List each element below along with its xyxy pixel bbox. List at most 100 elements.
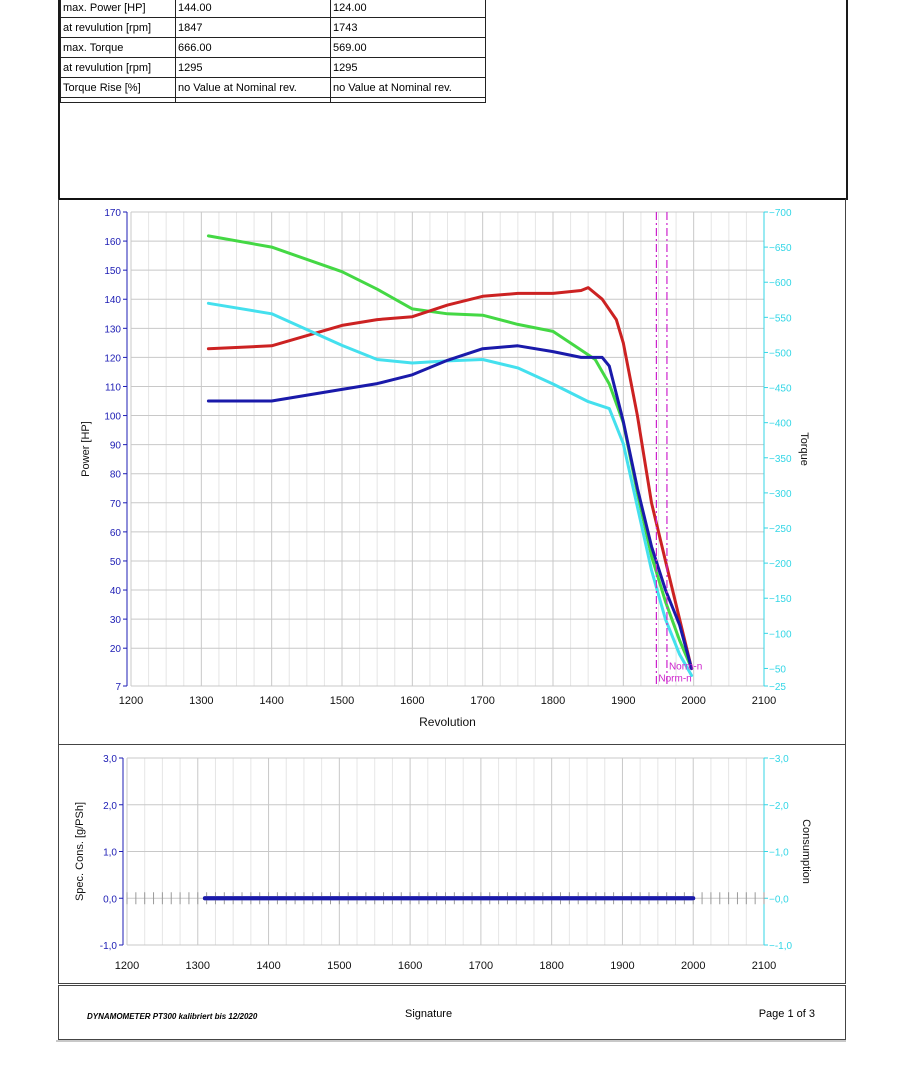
x-tick-label: 2100 (752, 960, 776, 972)
y-tick-label: 170 (104, 208, 121, 219)
stats-row-blank (60, 97, 486, 103)
stats-panel: max. Power [HP] 144.00 124.00 at revulution… (58, 0, 848, 200)
y2-tick-label: −450 (769, 384, 792, 395)
x-tick-label: 1600 (398, 960, 422, 972)
power-torque-chart: 1200 1300 1400 1500 1600 1700 1800 1900 2000 2100… (80, 208, 810, 729)
stats-value-cell: 1295 (330, 57, 486, 78)
y-tick-label: 150 (104, 266, 121, 277)
y-tick-label: 90 (110, 441, 122, 452)
x-tick-label: 1400 (259, 695, 283, 707)
x-tick-label: 1800 (539, 960, 563, 972)
x-tick-label: 1600 (400, 695, 424, 707)
x-tick-label: 1700 (470, 695, 494, 707)
y-tick-label: 1,0 (103, 848, 117, 859)
x-tick-label: 1200 (115, 960, 139, 972)
stats-row: at revulution [rpm] 1295 1295 (60, 57, 486, 78)
y2-tick-label: −500 (769, 348, 792, 359)
stats-value-cell: no Value at Nominal rev. (175, 77, 331, 98)
dynamometer-note: DYNAMOMETER PT300 kalibriert bis 12/2020 (87, 1012, 258, 1021)
nominal-rev-marker-label: Norm-n (669, 662, 702, 673)
y-tick-label: 140 (104, 295, 121, 306)
x-tick-label: 2000 (681, 695, 705, 707)
y2-tick-label: −350 (769, 454, 792, 465)
stats-blank-cell (330, 97, 486, 103)
y-tick-label: 120 (104, 353, 121, 364)
y-tick-label: 2,0 (103, 801, 117, 812)
y2-tick-label: −100 (769, 629, 792, 640)
stats-row: at revulution [rpm] 1847 1743 (60, 17, 486, 38)
page-number: Page 1 of 3 (758, 1008, 815, 1020)
stats-label-cell: Torque Rise [%] (60, 77, 176, 98)
y-tick-label: 60 (110, 528, 122, 539)
stats-label-cell: max. Power [HP] (60, 0, 176, 18)
stats-value-cell: 666.00 (175, 37, 331, 58)
y2-tick-label: −50 (769, 664, 786, 675)
series-line-blue (206, 344, 694, 671)
bottom-rule (56, 1040, 846, 1042)
stats-value-cell: 1743 (330, 17, 486, 38)
y2-tick-label: −600 (769, 278, 792, 289)
stats-value-cell: 569.00 (330, 37, 486, 58)
stats-value-cell: 1295 (175, 57, 331, 78)
y2-tick-label: −650 (769, 243, 792, 254)
y2-axis-title: Consumption (800, 819, 812, 884)
consumption-chart: 1200 1300 1400 1500 1600 1700 1800 1900 2000 2100… (74, 754, 812, 972)
stats-value-cell: 144.00 (175, 0, 331, 18)
y-tick-label: 160 (104, 237, 121, 248)
y2-tick-label: −400 (769, 419, 792, 430)
page-footer: DYNAMOMETER PT300 kalibriert bis 12/2020… (58, 985, 846, 1040)
series-line-red (206, 286, 694, 671)
nominal-rev-marker-label: Norm-n (658, 673, 691, 684)
x-tick-label: 1400 (256, 960, 280, 972)
x-tick-label: 1300 (186, 960, 210, 972)
stats-row: max. Power [HP] 144.00 124.00 (60, 0, 486, 18)
consumption-chart-panel: 1200 1300 1400 1500 1600 1700 1800 1900 2000 2100… (58, 744, 846, 984)
y2-tick-label: −550 (769, 313, 792, 324)
power-torque-chart-panel: 1200 1300 1400 1500 1600 1700 1800 1900 2000 2100… (58, 198, 846, 745)
stats-table: max. Power [HP] 144.00 124.00 at revulution… (60, 0, 486, 103)
y-tick-label: 50 (110, 557, 122, 568)
signature-label: Signature (405, 1008, 453, 1020)
y2-tick-label: −1,0 (769, 848, 789, 859)
x-tick-label: 1700 (469, 960, 493, 972)
y-axis-title: Spec. Cons. [g/PSh] (74, 802, 86, 901)
series-line-green (206, 234, 694, 670)
stats-value-cell: no Value at Nominal rev. (330, 77, 486, 98)
y2-tick-label: −150 (769, 594, 792, 605)
y-tick-label: 7 (115, 682, 121, 693)
y-axis-title: Power [HP] (80, 421, 92, 477)
y2-tick-label: −250 (769, 524, 792, 535)
y-tick-label: 20 (110, 644, 122, 655)
y2-tick-label: −-1,0 (769, 941, 793, 952)
y-tick-label: 100 (104, 412, 121, 423)
stats-label-cell: at revulution [rpm] (60, 17, 176, 38)
y2-tick-label: −300 (769, 489, 792, 500)
x-tick-label: 2100 (752, 695, 776, 707)
stats-label-cell: at revulution [rpm] (60, 57, 176, 78)
x-tick-label: 1800 (541, 695, 565, 707)
x-axis-title: Revolution (419, 715, 476, 729)
y2-tick-label: −3,0 (769, 754, 789, 765)
x-tick-label: 1500 (330, 695, 354, 707)
y2-tick-label: −2,0 (769, 801, 789, 812)
y-tick-label: -1,0 (100, 941, 118, 952)
y2-axis-title: Torque (798, 432, 810, 466)
stats-blank-cell (175, 97, 331, 103)
y2-tick-label: −25 (769, 682, 786, 693)
x-tick-label: 1200 (119, 695, 143, 707)
x-tick-label: 1500 (327, 960, 351, 972)
stats-blank-cell (60, 97, 176, 103)
y2-tick-label: −200 (769, 559, 792, 570)
y2-tick-label: −0,0 (769, 894, 789, 905)
y-tick-label: 0,0 (103, 894, 117, 905)
x-tick-label: 1900 (611, 695, 635, 707)
x-tick-label: 2000 (681, 960, 705, 972)
y-tick-label: 3,0 (103, 754, 117, 765)
stats-label-cell: max. Torque (60, 37, 176, 58)
y-tick-label: 110 (105, 382, 121, 393)
stats-value-cell: 1847 (175, 17, 331, 38)
y2-tick-label: −700 (769, 208, 792, 219)
stats-row: Torque Rise [%] no Value at Nominal rev. n… (60, 77, 486, 98)
y-tick-label: 80 (110, 470, 122, 481)
stats-row: max. Torque 666.00 569.00 (60, 37, 486, 58)
